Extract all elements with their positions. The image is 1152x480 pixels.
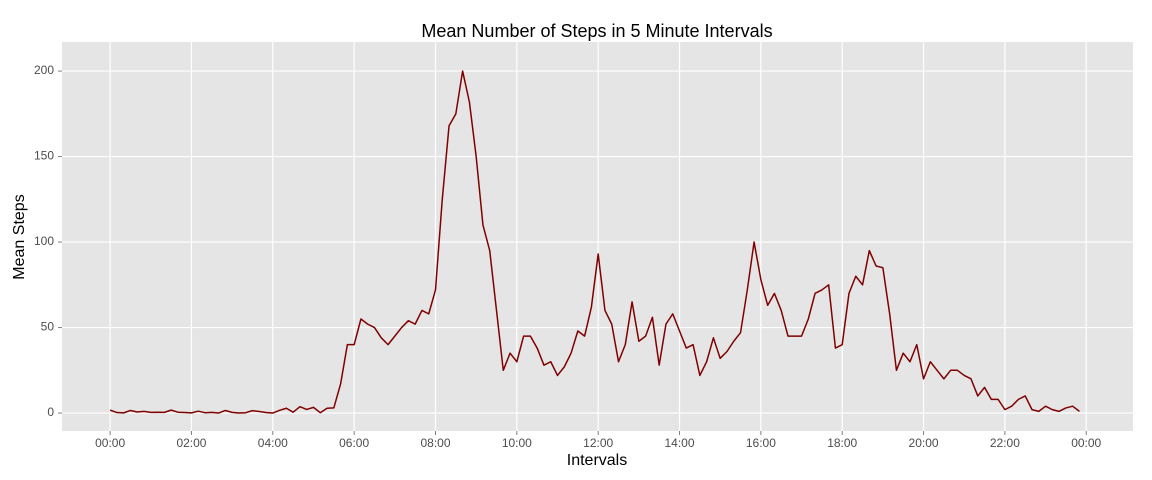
y-tick-label: 150 [34,149,54,163]
plot-panel [62,42,1133,431]
x-tick-label: 10:00 [502,436,532,450]
x-tick-label: 14:00 [665,436,695,450]
chart-title: Mean Number of Steps in 5 Minute Interva… [421,21,772,41]
x-tick-label: 08:00 [420,436,450,450]
x-tick-label: 16:00 [746,436,776,450]
x-tick-label: 12:00 [583,436,613,450]
y-tick-label: 200 [34,63,54,77]
x-tick-label: 04:00 [258,436,288,450]
x-tick-label: 22:00 [990,436,1020,450]
x-tick-label: 02:00 [176,436,206,450]
y-axis-title: Mean Steps [11,194,28,279]
data-line [109,70,1080,414]
x-tick-label: 20:00 [909,436,939,450]
y-tick-label: 100 [34,234,54,248]
y-tick-label: 50 [41,320,55,334]
x-axis-title: Intervals [567,452,627,469]
x-tick-label: 06:00 [339,436,369,450]
x-tick-label: 18:00 [827,436,857,450]
x-tick-label: 00:00 [1071,436,1101,450]
x-tick-label: 00:00 [95,436,125,450]
y-tick-label: 0 [47,405,54,419]
